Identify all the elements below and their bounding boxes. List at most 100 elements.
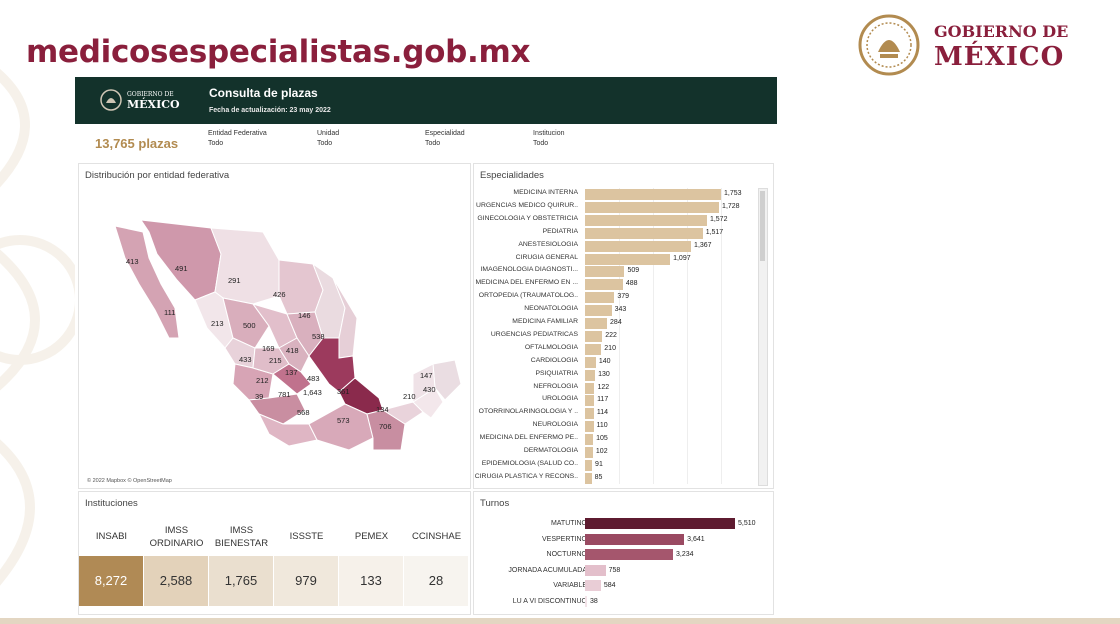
specialty-row[interactable]: OTORRINOLARINGOLOGIA Y .. 114 xyxy=(474,407,764,420)
specialty-row[interactable]: NEUROLOGIA 110 xyxy=(474,420,764,433)
specialty-row[interactable]: ORTOPEDIA (TRAUMATOLOG.. 379 xyxy=(474,291,764,304)
especialidades-panel: Especialidades MEDICINA INTERNA 1,753 URGE… xyxy=(473,163,774,489)
specialty-label: MEDICINA FAMILIAR xyxy=(512,318,578,325)
map-title: Distribución por entidad federativa xyxy=(85,170,230,181)
specialty-value: 102 xyxy=(595,448,608,455)
specialty-bar[interactable] xyxy=(585,459,593,471)
turno-bar[interactable] xyxy=(585,518,735,529)
specialty-row[interactable]: PSIQUIATRIA 130 xyxy=(474,369,764,382)
specialty-bar[interactable] xyxy=(585,253,671,265)
specialty-row[interactable]: CIRUGIA PLASTICA Y RECONS.. 85 xyxy=(474,472,764,485)
turno-bar[interactable] xyxy=(585,595,587,607)
turno-bar[interactable] xyxy=(585,580,601,591)
specialty-row[interactable]: NEONATOLOGIA 343 xyxy=(474,304,764,317)
institution-name: ISSSTE xyxy=(289,531,324,542)
specialty-row[interactable]: NEFROLOGIA 122 xyxy=(474,382,764,395)
specialty-row[interactable]: ANESTESIOLOGIA 1,367 xyxy=(474,240,764,253)
turno-label: MATUTINO xyxy=(550,520,587,527)
specialty-bar[interactable] xyxy=(585,356,596,368)
specialty-value: 509 xyxy=(627,267,640,275)
specialty-row[interactable]: CARDIOLOGIA 140 xyxy=(474,356,764,369)
specialty-value: 1,572 xyxy=(709,215,728,223)
gov-logo-line2: MÉXICO xyxy=(934,42,1065,72)
map-label: 430 xyxy=(423,385,436,394)
filter-entidad[interactable]: Entidad Federativa Todo xyxy=(208,129,267,149)
specialty-label: MEDICINA DEL ENFERMO PE.. xyxy=(479,434,578,442)
specialty-value: 210 xyxy=(604,344,616,352)
specialty-bar[interactable] xyxy=(585,240,692,252)
specialty-bar[interactable] xyxy=(585,447,593,458)
turno-bar[interactable] xyxy=(585,549,674,560)
specialty-row[interactable]: UROLOGIA 117 xyxy=(474,394,764,407)
specialty-label: NEUROLOGIA xyxy=(532,421,578,429)
specialty-bar[interactable] xyxy=(585,421,594,433)
specialty-value: 488 xyxy=(625,280,638,288)
specialty-bar[interactable] xyxy=(585,382,595,394)
specialty-bar[interactable] xyxy=(585,408,594,420)
specialty-bar[interactable] xyxy=(585,343,602,355)
filter-label: Institucion xyxy=(533,130,565,137)
specialty-row[interactable]: MEDICINA DEL ENFERMO PE.. 105 xyxy=(474,433,764,446)
institution-ccinshae[interactable]: CCINSHAE 28 xyxy=(404,492,469,622)
specialty-label: URGENCIAS MEDICO QUIRUR.. xyxy=(476,201,578,209)
specialty-row[interactable]: GINECOLOGIA Y OBSTETRICIA 1,572 xyxy=(474,214,764,227)
specialty-bar[interactable] xyxy=(585,266,625,278)
scroll-thumb[interactable] xyxy=(760,191,765,261)
filter-institucion[interactable]: Institucion Todo xyxy=(533,129,565,149)
specialty-bar[interactable] xyxy=(585,305,612,317)
map-label: 215 xyxy=(269,356,282,365)
turno-bar[interactable] xyxy=(585,533,685,545)
filter-value: Todo xyxy=(425,140,441,147)
filter-especialidad[interactable]: Especialidad Todo xyxy=(425,129,465,149)
specialty-row[interactable]: URGENCIAS MEDICO QUIRUR.. 1,728 xyxy=(474,201,764,214)
institution-pemex[interactable]: PEMEX 133 xyxy=(339,492,404,622)
filter-unidad[interactable]: Unidad Todo xyxy=(317,129,339,149)
institution-imss-bienestar[interactable]: IMSS BIENESTAR 1,765 xyxy=(209,492,274,622)
specialty-bar[interactable] xyxy=(585,279,623,291)
specialty-row[interactable]: MEDICINA INTERNA 1,753 xyxy=(474,188,764,201)
mexico-map[interactable] xyxy=(83,188,465,484)
map-label: 169 xyxy=(262,344,275,353)
filter-value: Todo xyxy=(533,140,549,147)
total-plazas: 13,765 plazas xyxy=(95,136,179,151)
bottom-band xyxy=(0,618,1120,624)
specialty-bar[interactable] xyxy=(585,395,595,407)
specialty-bar[interactable] xyxy=(585,330,603,342)
specialty-row[interactable]: MEDICINA FAMILIAR 284 xyxy=(474,317,764,330)
institution-issste[interactable]: ISSSTE 979 xyxy=(274,492,339,622)
institution-value: 979 xyxy=(274,556,338,606)
specialty-bar[interactable] xyxy=(585,434,594,446)
specialty-row[interactable]: IMAGENOLOGIA DIAGNOSTI... 509 xyxy=(474,265,764,278)
site-url[interactable]: medicosespecialistas.gob.mx xyxy=(26,34,531,70)
turno-bar[interactable] xyxy=(585,564,606,576)
institution-name: IMSS ORDINARIO xyxy=(149,525,204,549)
specialty-row[interactable]: CIRUGIA GENERAL 1,097 xyxy=(474,253,764,266)
specialty-bar[interactable] xyxy=(585,227,703,239)
map-label: 781 xyxy=(278,390,291,399)
specialty-bar[interactable] xyxy=(585,189,721,200)
specialty-bar[interactable] xyxy=(585,369,596,381)
specialty-row[interactable]: EPIDEMIOLOGIA (SALUD CO.. 91 xyxy=(474,459,764,472)
specialty-value: 122 xyxy=(597,383,610,391)
map-label: 134 xyxy=(376,405,389,414)
specialty-row[interactable]: DERMATOLOGIA 102 xyxy=(474,446,764,459)
specialty-bar[interactable] xyxy=(585,472,592,484)
institution-insabi[interactable]: INSABI 8,272 xyxy=(79,492,144,622)
specialty-label: ANESTESIOLOGIA xyxy=(518,240,578,248)
specialty-bar[interactable] xyxy=(585,318,608,329)
map-label: 433 xyxy=(239,355,252,364)
institution-imss-ordinario[interactable]: IMSS ORDINARIO 2,588 xyxy=(144,492,209,622)
dashboard-title: Consulta de plazas xyxy=(209,86,318,100)
specialty-row[interactable]: PEDIATRIA 1,517 xyxy=(474,227,764,240)
specialty-row[interactable]: URGENCIAS PEDIATRICAS 222 xyxy=(474,330,764,343)
specialty-row[interactable]: MEDICINA DEL ENFERMO EN ... 488 xyxy=(474,278,764,291)
especialidades-scrollbar[interactable] xyxy=(758,188,768,486)
specialty-bar[interactable] xyxy=(585,201,720,213)
specialty-label: EPIDEMIOLOGIA (SALUD CO.. xyxy=(481,459,578,467)
map-panel: Distribución por entidad federativa xyxy=(78,163,471,489)
specialty-row[interactable]: OFTALMOLOGIA 210 xyxy=(474,343,764,356)
specialty-label: PSIQUIATRIA xyxy=(535,369,578,377)
specialty-bar[interactable] xyxy=(585,214,707,226)
specialty-bar[interactable] xyxy=(585,292,615,304)
specialty-label: IMAGENOLOGIA DIAGNOSTI... xyxy=(480,266,578,274)
